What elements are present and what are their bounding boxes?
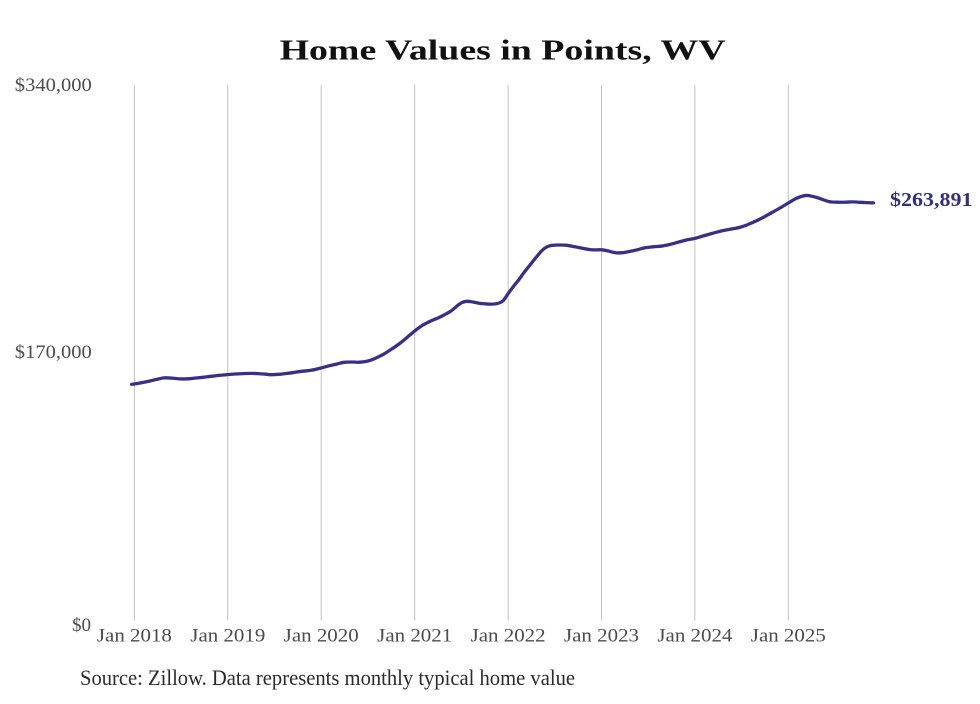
svg-text:Jan 2024: Jan 2024 (657, 626, 733, 647)
svg-text:Source: Zillow. Data represent: Source: Zillow. Data represents monthly … (80, 665, 575, 690)
svg-text:Jan 2018: Jan 2018 (97, 626, 172, 647)
svg-text:$0: $0 (72, 615, 91, 636)
svg-text:$340,000: $340,000 (15, 75, 92, 96)
svg-text:Home Values in Points, WV: Home Values in Points, WV (280, 35, 726, 67)
svg-text:$170,000: $170,000 (15, 342, 92, 363)
svg-text:Jan 2021: Jan 2021 (377, 626, 452, 647)
svg-text:Jan 2023: Jan 2023 (564, 626, 639, 647)
svg-text:Jan 2022: Jan 2022 (471, 626, 546, 647)
svg-text:Jan 2019: Jan 2019 (190, 626, 265, 647)
svg-text:Jan 2020: Jan 2020 (284, 626, 359, 647)
svg-text:$263,891: $263,891 (890, 189, 973, 211)
svg-text:Jan 2025: Jan 2025 (751, 626, 826, 647)
